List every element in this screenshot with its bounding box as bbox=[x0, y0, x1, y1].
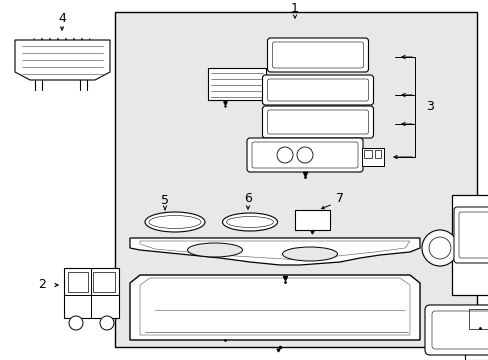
FancyBboxPatch shape bbox=[424, 305, 488, 355]
Text: 6: 6 bbox=[244, 192, 251, 204]
FancyBboxPatch shape bbox=[246, 138, 362, 172]
Text: 7: 7 bbox=[335, 192, 343, 204]
FancyBboxPatch shape bbox=[363, 150, 371, 158]
Bar bbox=[115, 12, 476, 347]
Ellipse shape bbox=[222, 213, 277, 231]
FancyBboxPatch shape bbox=[374, 150, 380, 158]
FancyBboxPatch shape bbox=[468, 309, 488, 329]
Ellipse shape bbox=[226, 216, 273, 228]
Ellipse shape bbox=[282, 247, 337, 261]
Ellipse shape bbox=[149, 216, 201, 229]
FancyBboxPatch shape bbox=[64, 268, 119, 318]
Circle shape bbox=[296, 147, 312, 163]
FancyBboxPatch shape bbox=[262, 106, 373, 138]
Polygon shape bbox=[15, 40, 110, 80]
Circle shape bbox=[100, 316, 114, 330]
Circle shape bbox=[69, 316, 83, 330]
Text: 4: 4 bbox=[58, 12, 66, 24]
Ellipse shape bbox=[145, 212, 204, 232]
FancyBboxPatch shape bbox=[294, 210, 329, 230]
FancyBboxPatch shape bbox=[453, 207, 488, 263]
Ellipse shape bbox=[187, 243, 242, 257]
Polygon shape bbox=[130, 238, 419, 265]
FancyBboxPatch shape bbox=[451, 195, 488, 295]
Text: 5: 5 bbox=[161, 194, 169, 207]
Circle shape bbox=[276, 147, 292, 163]
Circle shape bbox=[421, 230, 457, 266]
FancyBboxPatch shape bbox=[68, 272, 88, 292]
FancyBboxPatch shape bbox=[207, 68, 265, 100]
Polygon shape bbox=[130, 275, 419, 340]
FancyBboxPatch shape bbox=[361, 148, 383, 166]
FancyBboxPatch shape bbox=[93, 272, 115, 292]
Text: 2: 2 bbox=[38, 279, 46, 292]
Circle shape bbox=[428, 237, 450, 259]
FancyBboxPatch shape bbox=[267, 38, 368, 72]
FancyBboxPatch shape bbox=[464, 305, 488, 360]
FancyBboxPatch shape bbox=[262, 75, 373, 105]
Text: 3: 3 bbox=[425, 100, 433, 113]
Text: 1: 1 bbox=[290, 1, 298, 14]
